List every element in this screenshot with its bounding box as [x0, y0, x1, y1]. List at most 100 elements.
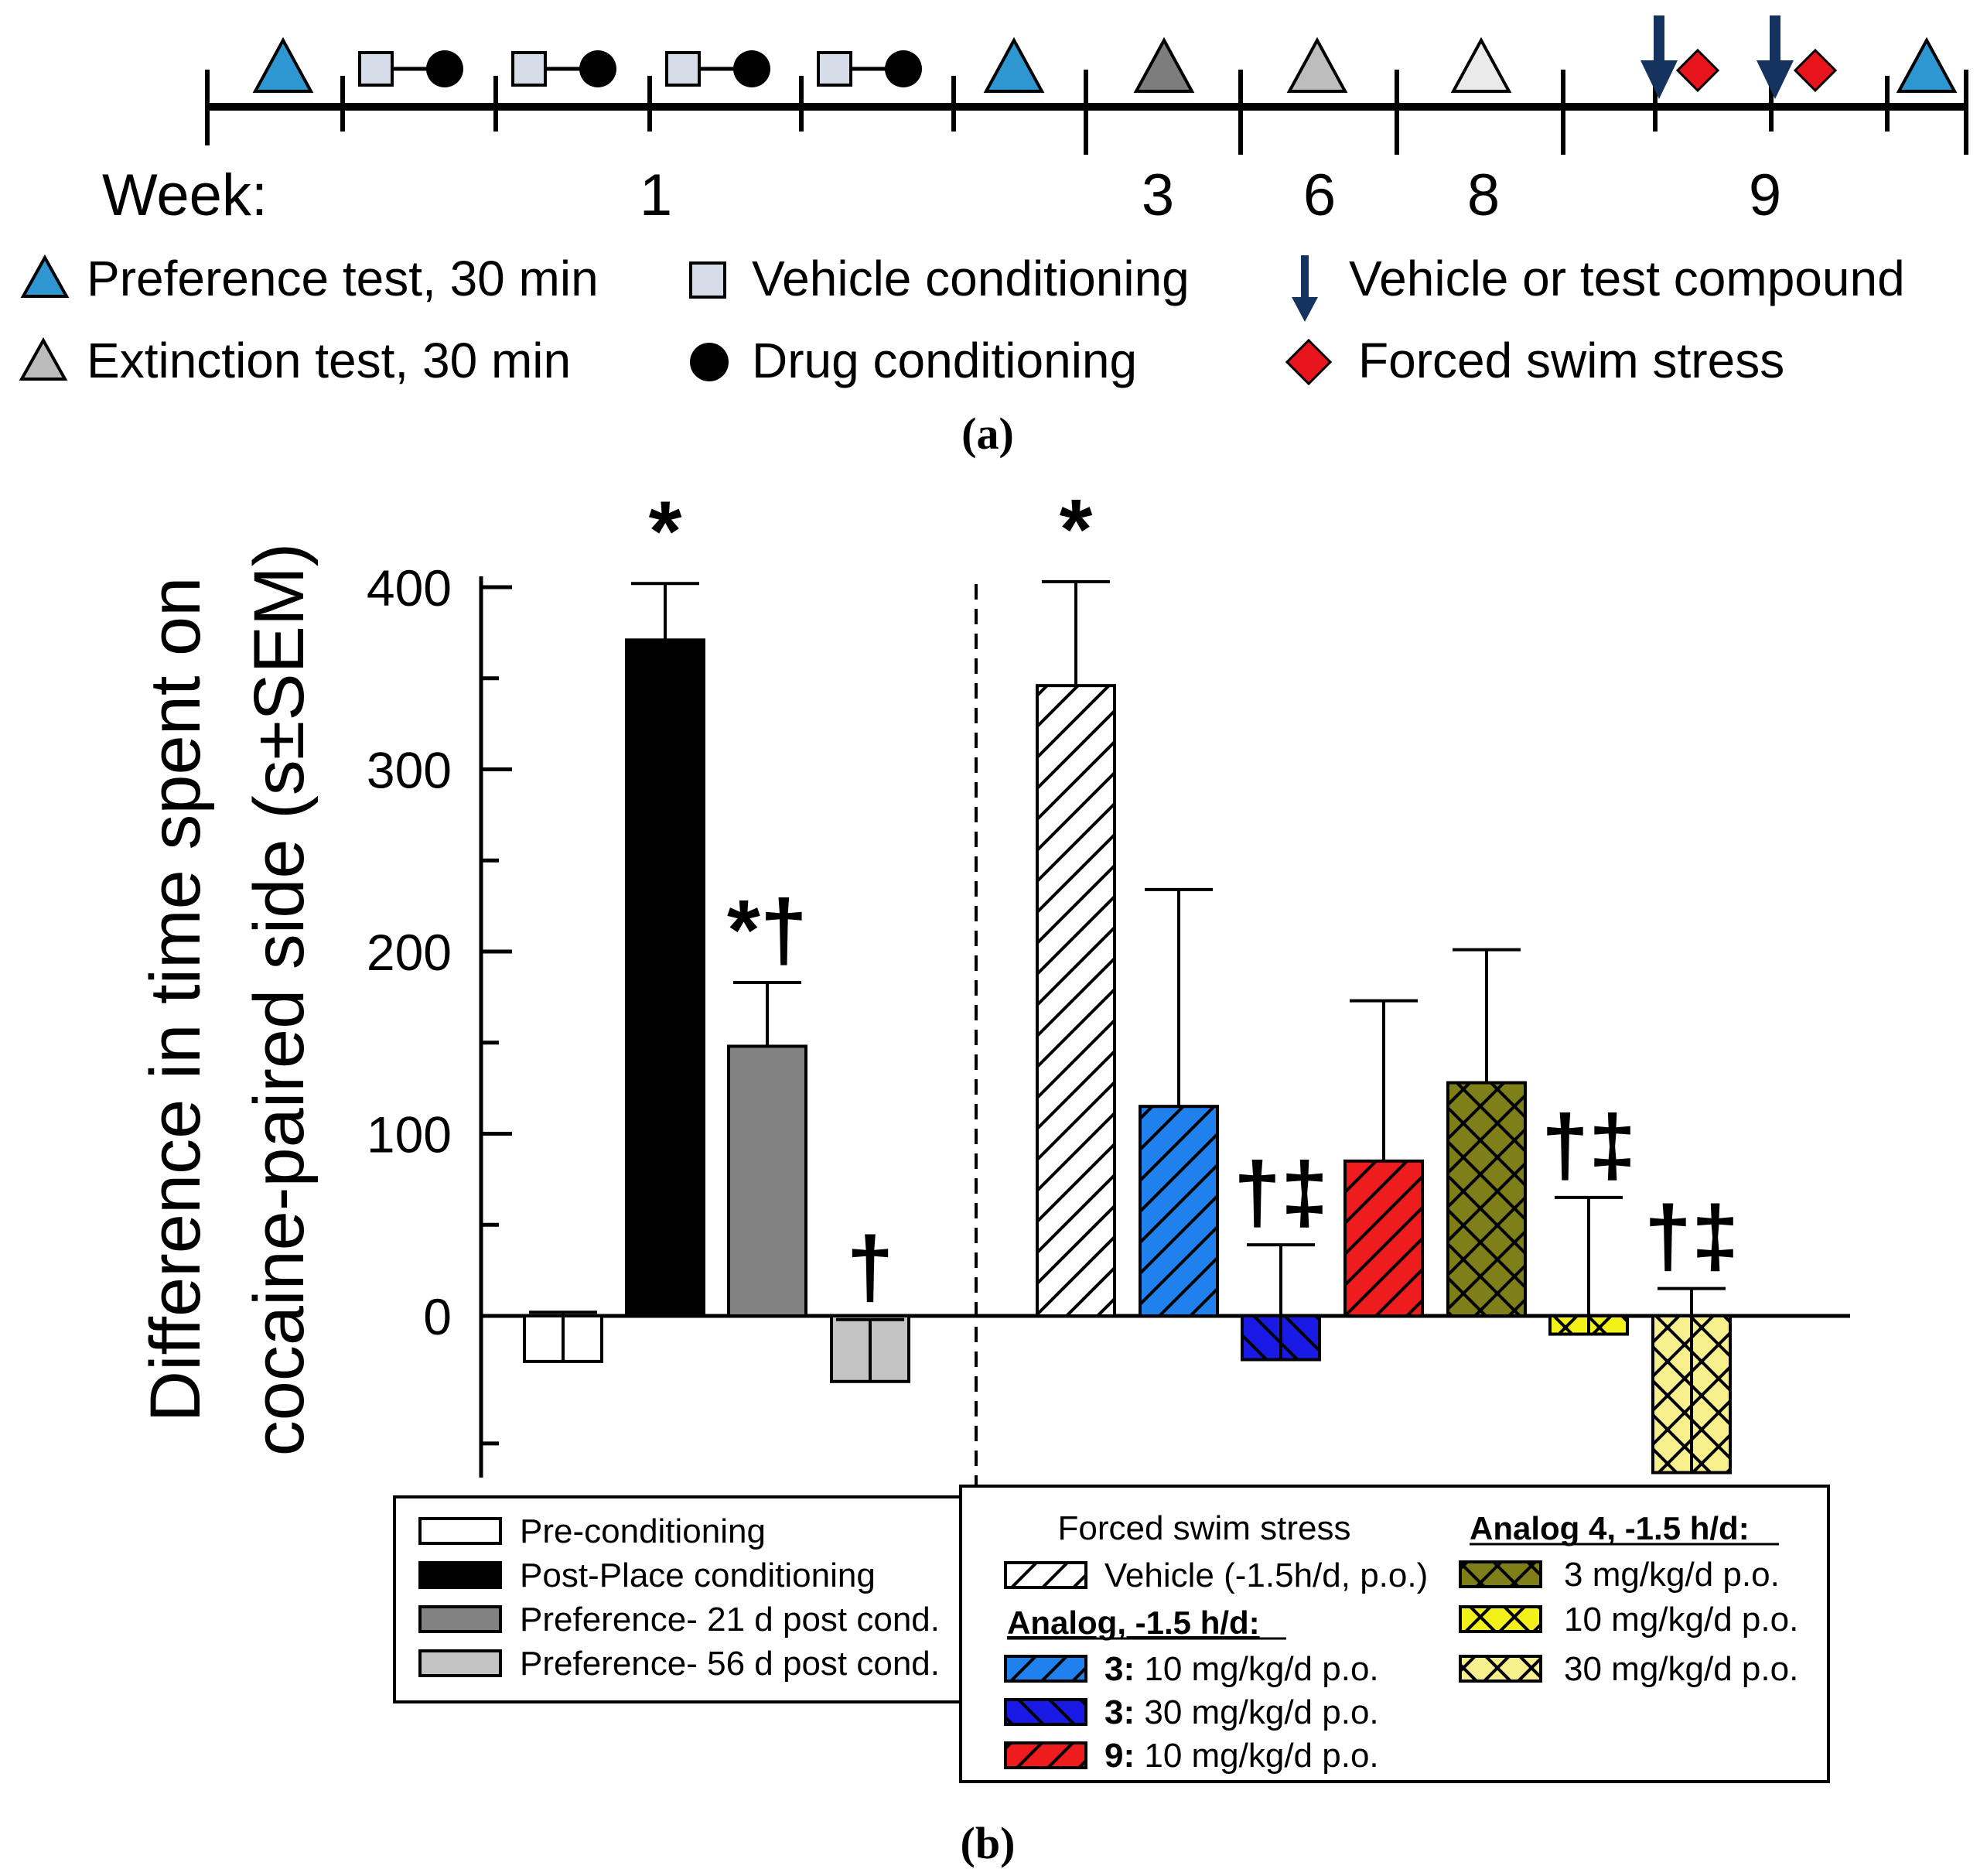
legend-heading-analog4: Analog 4, -1.5 h/d:	[1470, 1510, 1750, 1546]
conditioning-pair	[511, 50, 616, 87]
vehicle-compound-legend-label: Vehicle or test compound	[1349, 251, 1905, 306]
preference-test-triangle-icon	[252, 36, 314, 93]
panel-a-caption: (a)	[961, 408, 1014, 459]
forced-swim-diamond-icon	[1793, 48, 1838, 93]
legend-swatch-vehicle	[1004, 1561, 1087, 1589]
legend-label-vehicle: Vehicle (-1.5h/d, p.o.)	[1104, 1556, 1428, 1594]
dose: 10 mg/kg/d p.o.	[1135, 1737, 1379, 1775]
preference-test-legend-icon	[20, 254, 70, 298]
preference-test-triangle-icon	[1896, 36, 1958, 93]
week-label-3: 3	[1142, 162, 1174, 228]
bar	[727, 1044, 807, 1317]
legend-label-3-30: 3: 30 mg/kg/d p.o.	[1104, 1693, 1379, 1731]
significance-marker: †‡	[1234, 1145, 1328, 1240]
extinction-test-8wk-triangle-icon	[1450, 36, 1512, 93]
forced-swim-legend-icon	[1285, 338, 1333, 386]
y-tick-label: 0	[423, 1288, 452, 1345]
forced-swim-diamond-icon	[1675, 48, 1720, 93]
extinction-test-legend-icon	[19, 337, 68, 381]
compound-id: 3:	[1104, 1693, 1135, 1731]
significance-marker: †	[846, 1220, 893, 1315]
preference-test-legend-label: Preference test, 30 min	[87, 251, 599, 306]
legend-label-9-10: 9: 10 mg/kg/d p.o.	[1104, 1737, 1379, 1775]
y-tick-label: 100	[367, 1106, 452, 1164]
drug-conditioning-circle-icon	[733, 50, 770, 87]
y-axis-label-line2: cocaine-paired side (s±SEM)	[240, 543, 319, 1457]
legend-swatch-pre-conditioning	[418, 1517, 502, 1545]
bar-chart-panel: Difference in time spent on cocaine-pair…	[136, 482, 1850, 1868]
extinction-test-6wk-triangle-icon	[1286, 36, 1348, 93]
legend-left: Pre-conditioning Post-Place conditioning…	[393, 1495, 968, 1703]
extinction-test-3wk-triangle-icon	[1133, 36, 1195, 93]
week-label-1: 1	[640, 162, 672, 228]
vehicle-conditioning-legend-icon	[689, 261, 726, 299]
significance-annotations: **††*†‡ †‡†‡	[649, 482, 1739, 1315]
y-tick-label: 400	[367, 559, 452, 617]
vehicle-conditioning-square-icon	[511, 51, 547, 87]
week-label-9: 9	[1749, 162, 1781, 228]
significance-marker: *	[1060, 482, 1093, 577]
dose: 10 mg/kg/d p.o.	[1135, 1650, 1379, 1688]
timeline-legend: Preference test, 30 min Extinction test,…	[19, 251, 1905, 388]
compound-id: 9:	[1104, 1737, 1135, 1775]
legend-label-pre-conditioning: Pre-conditioning	[520, 1512, 766, 1550]
week-label-8: 8	[1467, 162, 1500, 228]
bar	[1446, 1081, 1527, 1318]
significance-marker: †‡	[1541, 1098, 1636, 1193]
legend-swatch-3-10	[1004, 1655, 1087, 1683]
week-prefix-label: Week:	[102, 162, 268, 228]
significance-marker: *†	[727, 883, 807, 978]
y-tick-label: 200	[367, 924, 452, 981]
drug-conditioning-legend-label: Drug conditioning	[752, 333, 1137, 388]
legend-right-frame	[959, 1485, 1830, 1783]
significance-marker: *	[649, 484, 682, 579]
drug-conditioning-circle-icon	[426, 50, 463, 87]
conditioning-pair	[358, 50, 463, 87]
bar	[1139, 1105, 1219, 1318]
vehicle-conditioning-square-icon	[665, 51, 701, 87]
bars	[523, 579, 1732, 1474]
legend-swatch-a4-30	[1459, 1655, 1542, 1683]
legend-swatch-3-30	[1004, 1698, 1087, 1726]
legend-heading-analog: Analog, -1.5 h/d:	[1007, 1604, 1260, 1641]
drug-conditioning-legend-icon	[690, 343, 729, 381]
legend-swatch-9-10	[1004, 1741, 1087, 1769]
legend-label-21d: Preference- 21 d post cond.	[520, 1601, 940, 1639]
vehicle-conditioning-legend-label: Vehicle conditioning	[752, 251, 1190, 306]
forced-swim-legend-label: Forced swim stress	[1358, 333, 1784, 388]
legend-swatch-a4-3	[1459, 1560, 1542, 1588]
significance-marker: †‡	[1644, 1189, 1739, 1284]
preference-test-triangle-icon	[983, 36, 1045, 93]
vehicle-compound-arrow-icon	[1757, 15, 1794, 99]
legend-swatch-post-place	[418, 1561, 502, 1589]
legend-right: Forced swim stress Vehicle (-1.5h/d, p.o…	[959, 1485, 1830, 1783]
legend-label-a4-10: 10 mg/kg/d p.o.	[1564, 1601, 1798, 1639]
vehicle-conditioning-square-icon	[817, 51, 852, 87]
conditioning-pair	[817, 50, 922, 87]
panel-b-caption: (b)	[961, 1818, 1016, 1868]
conditioning-pair	[665, 50, 770, 87]
legend-label-3-10: 3: 10 mg/kg/d p.o.	[1104, 1650, 1379, 1688]
dose: 30 mg/kg/d p.o.	[1135, 1693, 1379, 1731]
compound-id: 3:	[1104, 1650, 1135, 1688]
bar	[1343, 1159, 1424, 1317]
vehicle-conditioning-square-icon	[358, 51, 394, 87]
vehicle-compound-arrow-icon	[1640, 15, 1678, 99]
legend-label-a4-3: 3 mg/kg/d p.o.	[1564, 1556, 1780, 1594]
extinction-test-legend-label: Extinction test, 30 min	[87, 333, 571, 388]
y-axis-ticks: 0 100 200 300 400	[367, 559, 512, 1446]
legend-swatch-56d	[418, 1649, 502, 1677]
legend-label-post-place: Post-Place conditioning	[520, 1556, 876, 1594]
drug-conditioning-circle-icon	[885, 50, 922, 87]
bar	[1036, 684, 1116, 1317]
y-tick-label: 300	[367, 742, 452, 799]
drug-conditioning-circle-icon	[579, 50, 616, 87]
legend-swatch-a4-10	[1459, 1605, 1542, 1633]
bar	[625, 638, 705, 1317]
legend-swatch-21d	[418, 1605, 502, 1633]
vehicle-compound-legend-icon	[1292, 255, 1318, 322]
legend-label-a4-30: 30 mg/kg/d p.o.	[1564, 1650, 1798, 1688]
legend-title-forced-swim: Forced swim stress	[1058, 1509, 1351, 1547]
week-label-6: 6	[1303, 162, 1336, 228]
